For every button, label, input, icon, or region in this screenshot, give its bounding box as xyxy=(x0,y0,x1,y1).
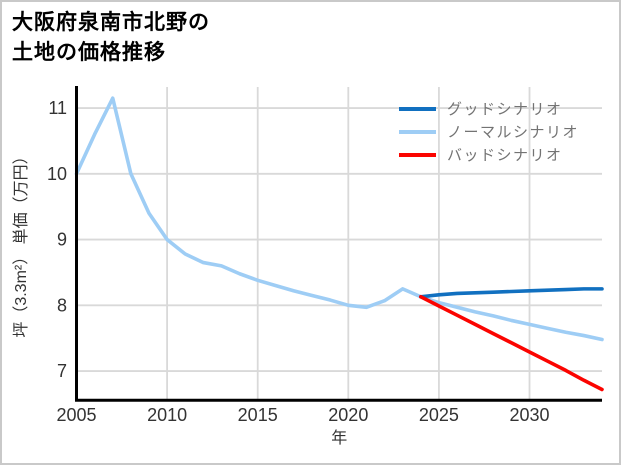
chart-title-line1: 大阪府泉南市北野の xyxy=(12,11,210,34)
y-tick-label-9: 9 xyxy=(57,230,67,250)
x-tick-label-2005: 2005 xyxy=(56,405,96,425)
series-line-1 xyxy=(74,96,604,342)
x-tick-label-2015: 2015 xyxy=(238,405,278,425)
legend-item-bad-scenario: バッドシナリオ xyxy=(399,143,579,166)
legend-swatch-bad-scenario xyxy=(399,152,436,157)
legend-swatch-good-scenario xyxy=(399,106,436,111)
x-tick-label-2020: 2020 xyxy=(328,405,368,425)
legend-item-good-scenario: グッドシナリオ xyxy=(399,97,579,120)
y-tick-label-10: 10 xyxy=(47,164,67,184)
x-axis-title: 年 xyxy=(331,429,347,447)
y-tick-label-11: 11 xyxy=(48,98,67,118)
chart-title: 大阪府泉南市北野の 土地の価格推移 xyxy=(12,8,210,68)
y-tick-label-7: 7 xyxy=(57,361,67,381)
series-line-0 xyxy=(418,287,604,299)
chart-title-line2: 土地の価格推移 xyxy=(12,41,166,64)
x-tick-label-2030: 2030 xyxy=(509,405,549,425)
series-line-2 xyxy=(418,294,604,392)
legend-swatch-normal-scenario xyxy=(399,129,436,134)
legend-label-normal-scenario: ノーマルシナリオ xyxy=(447,124,580,141)
x-tick-label-2010: 2010 xyxy=(147,405,187,425)
y-axis-title: 坪（3.3m²） 単価（万円） xyxy=(12,148,30,337)
legend: グッドシナリオ ノーマルシナリオ バッドシナリオ xyxy=(399,97,579,166)
x-tick-label-2025: 2025 xyxy=(419,405,459,425)
legend-label-good-scenario: グッドシナリオ xyxy=(447,101,563,118)
legend-item-normal-scenario: ノーマルシナリオ xyxy=(399,120,579,143)
y-tick-label-8: 8 xyxy=(57,295,67,315)
legend-label-bad-scenario: バッドシナリオ xyxy=(447,147,563,164)
